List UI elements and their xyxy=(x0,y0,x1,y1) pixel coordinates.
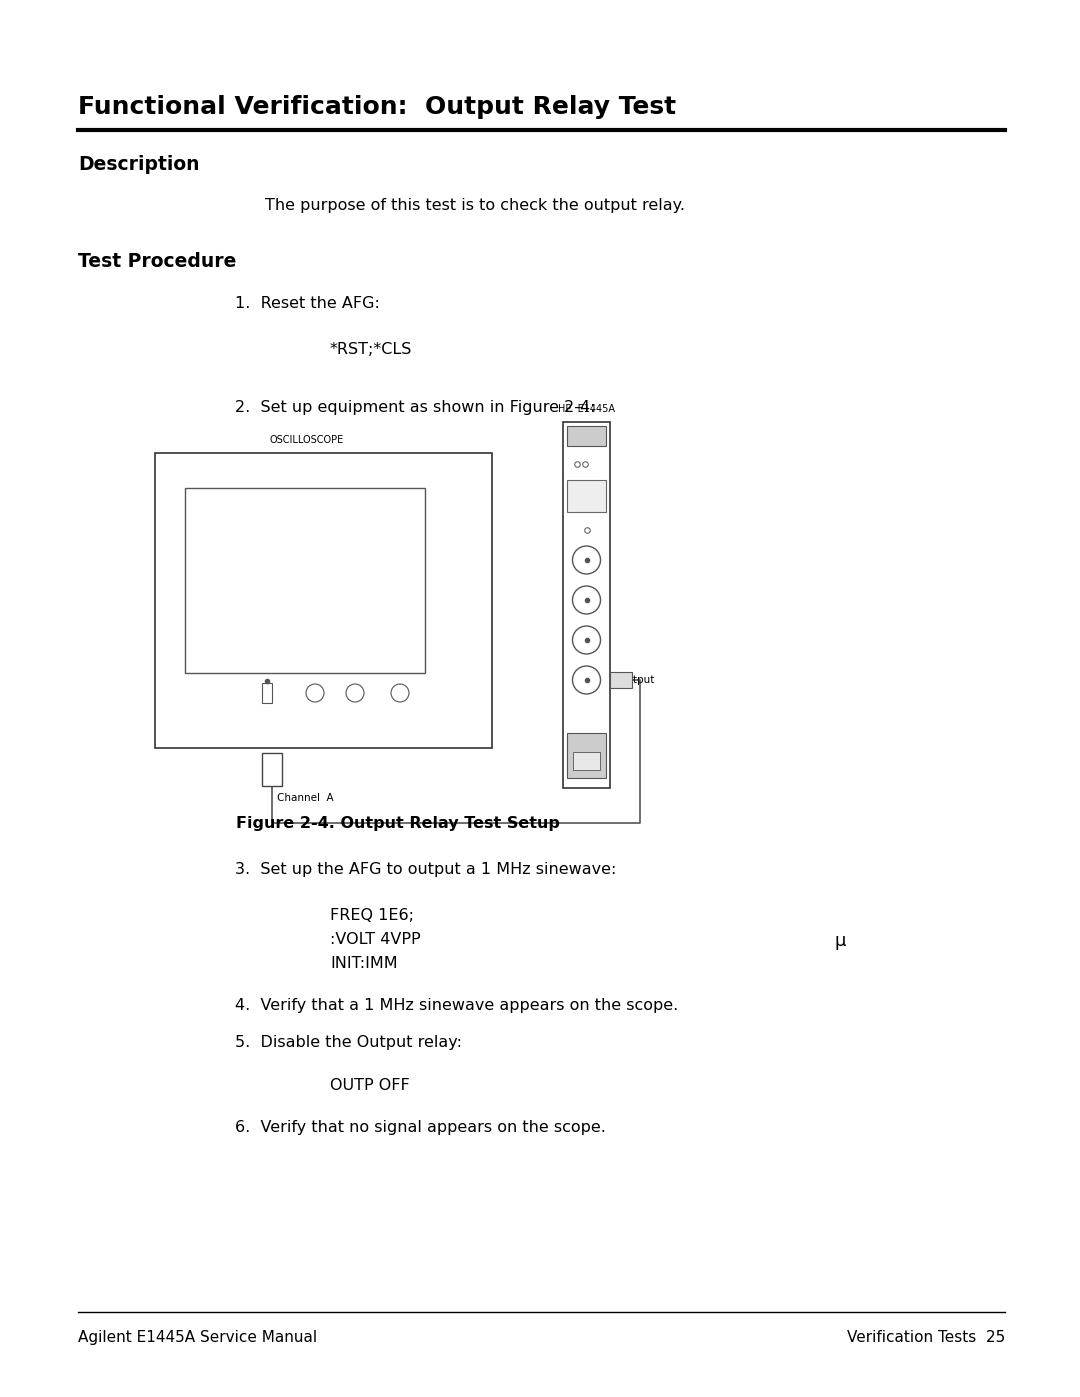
Text: OUTP OFF: OUTP OFF xyxy=(330,1078,409,1092)
Bar xyxy=(573,752,600,770)
Text: OSCILLOSCOPE: OSCILLOSCOPE xyxy=(270,434,345,446)
Text: The purpose of this test is to check the output relay.: The purpose of this test is to check the… xyxy=(265,198,685,212)
Text: :VOLT 4VPP: :VOLT 4VPP xyxy=(330,932,420,947)
Text: Figure 2-4. Output Relay Test Setup: Figure 2-4. Output Relay Test Setup xyxy=(235,816,559,831)
Text: 3.  Set up the AFG to output a 1 MHz sinewave:: 3. Set up the AFG to output a 1 MHz sine… xyxy=(235,862,617,877)
Bar xyxy=(567,733,606,778)
Text: Test Procedure: Test Procedure xyxy=(78,251,237,271)
Text: μ: μ xyxy=(835,932,847,950)
Bar xyxy=(156,453,492,747)
Text: HP  E1445A: HP E1445A xyxy=(558,404,615,414)
Bar xyxy=(567,481,606,511)
Text: Verification Tests  25: Verification Tests 25 xyxy=(847,1330,1005,1345)
Text: 5.  Disable the Output relay:: 5. Disable the Output relay: xyxy=(235,1035,462,1051)
Text: *RST;*CLS: *RST;*CLS xyxy=(330,342,413,358)
Text: Description: Description xyxy=(78,155,200,175)
Bar xyxy=(262,683,272,703)
Text: 2.  Set up equipment as shown in Figure 2-4:: 2. Set up equipment as shown in Figure 2… xyxy=(235,400,595,415)
Bar xyxy=(185,488,426,673)
Text: 6.  Verify that no signal appears on the scope.: 6. Verify that no signal appears on the … xyxy=(235,1120,606,1134)
Text: 4.  Verify that a 1 MHz sinewave appears on the scope.: 4. Verify that a 1 MHz sinewave appears … xyxy=(235,997,678,1013)
Text: 1.  Reset the AFG:: 1. Reset the AFG: xyxy=(235,296,380,312)
Text: INIT:IMM: INIT:IMM xyxy=(330,956,397,971)
Text: FREQ 1E6;: FREQ 1E6; xyxy=(330,908,414,923)
Text: Agilent E1445A Service Manual: Agilent E1445A Service Manual xyxy=(78,1330,318,1345)
Text: Output: Output xyxy=(618,675,654,685)
Text: Functional Verification:  Output Relay Test: Functional Verification: Output Relay Te… xyxy=(78,95,676,119)
Bar xyxy=(262,753,282,787)
Bar xyxy=(567,426,606,446)
Bar xyxy=(563,422,610,788)
Bar xyxy=(610,672,632,687)
Text: Channel  A: Channel A xyxy=(276,793,334,803)
